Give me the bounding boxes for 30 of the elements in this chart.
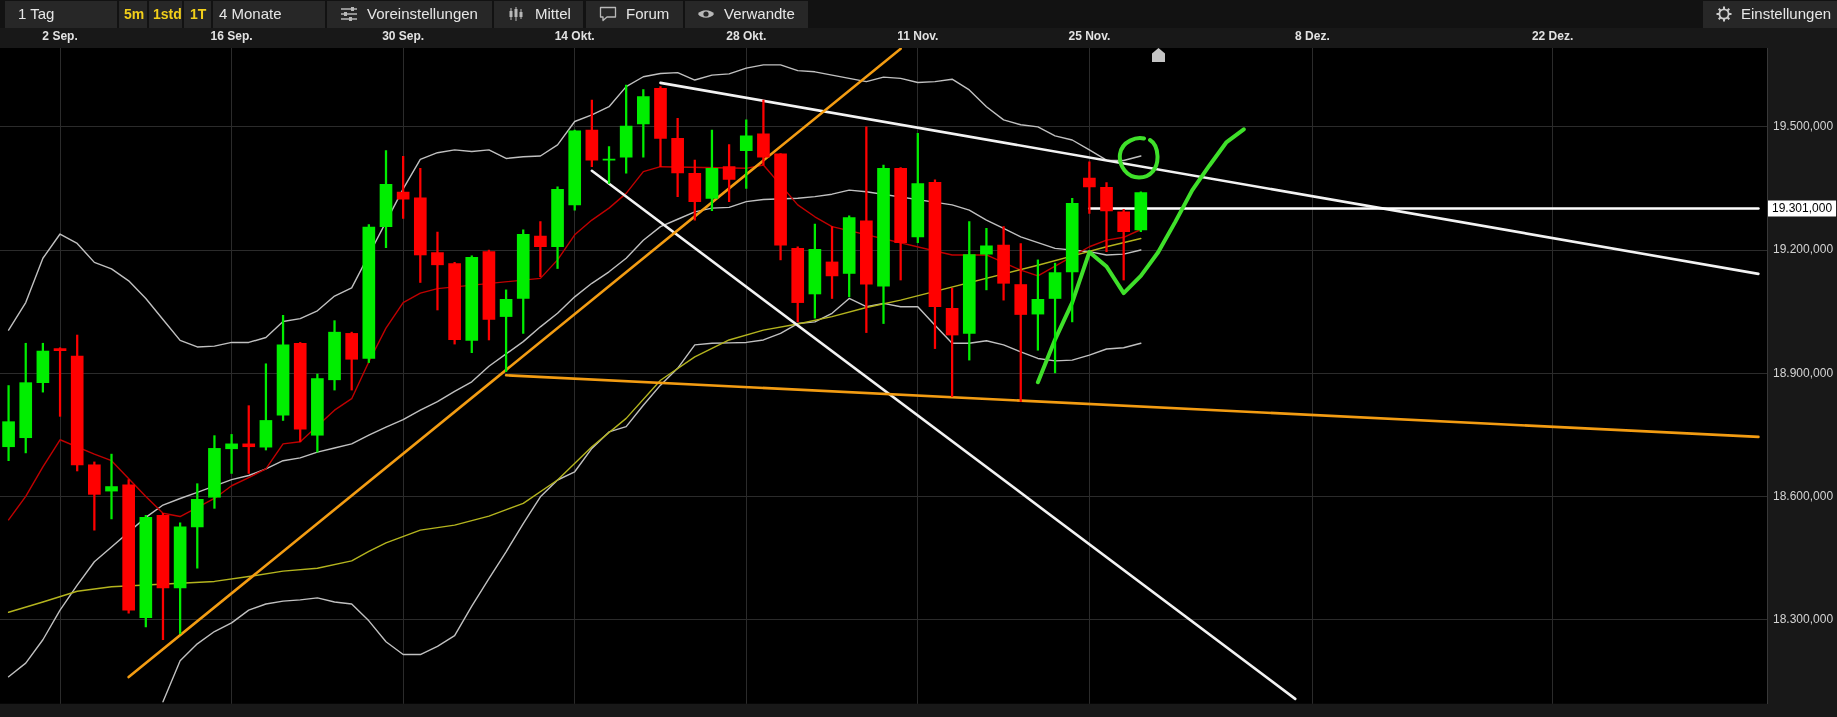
candlestick — [431, 231, 444, 311]
x-tick-label: 16 Sep. — [210, 29, 253, 44]
text: 1T — [190, 5, 207, 24]
x-tick-label: 30 Sep. — [382, 29, 425, 44]
y-tick-label: 19.500,000 — [1773, 119, 1834, 134]
y-tick-label: 18.900,000 — [1773, 365, 1834, 380]
text: Voreinstellungen — [367, 4, 478, 24]
x-tick-label: 8 Dez. — [1295, 29, 1330, 44]
candlestick — [980, 227, 993, 291]
text: Verwandte — [724, 4, 795, 24]
text: 1std — [153, 5, 182, 24]
text: 5m — [124, 5, 145, 24]
y-tick-label: 19.200,000 — [1773, 242, 1834, 257]
candlestick — [225, 434, 238, 474]
text: 1 Tag — [18, 4, 55, 24]
candlestick — [105, 453, 118, 520]
x-tick-label: 2 Sep. — [42, 29, 78, 44]
text: Einstellungen — [1741, 4, 1832, 24]
text: Forum — [626, 4, 670, 24]
x-tick-label: 14 Okt. — [554, 29, 595, 44]
series-label: 19.301,000 — [1772, 201, 1833, 216]
candlestick — [534, 221, 547, 278]
y-tick-label: 18.600,000 — [1773, 488, 1834, 503]
x-tick-label: 11 Nov. — [897, 29, 939, 44]
x-tick-label: 22 Dez. — [1531, 29, 1574, 44]
text: 4 Monate — [219, 4, 282, 24]
x-tick-label: 25 Nov. — [1068, 29, 1111, 44]
text: Mittel — [535, 4, 571, 24]
y-tick-label: 18.300,000 — [1773, 611, 1834, 626]
x-tick-label: 28 Okt. — [726, 29, 767, 44]
